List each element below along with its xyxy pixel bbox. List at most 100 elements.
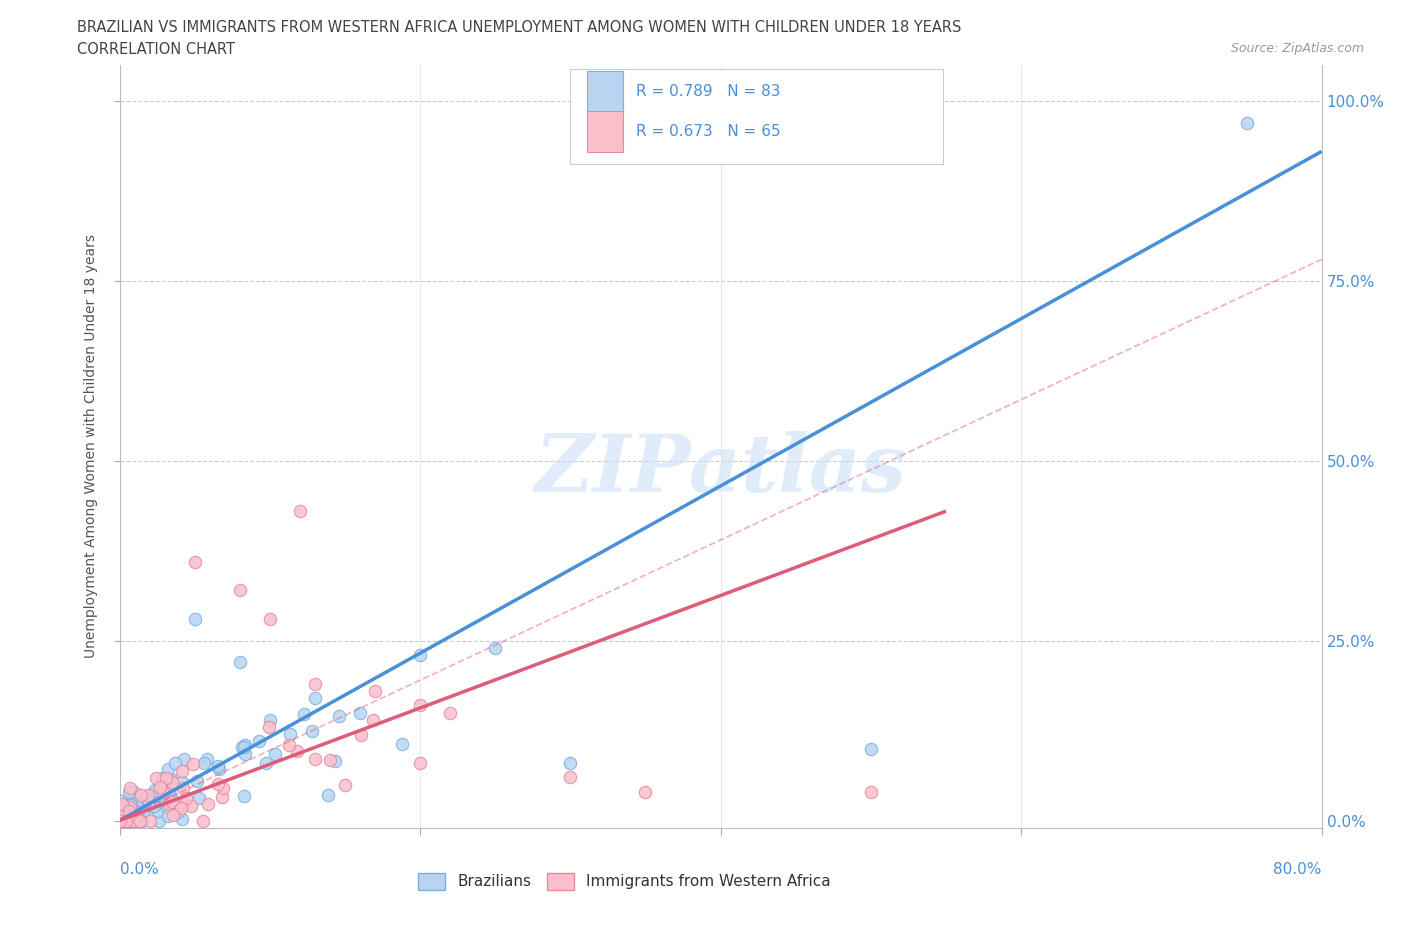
Point bbox=[160, 794, 183, 809]
Point bbox=[169, 797, 191, 812]
Point bbox=[132, 801, 155, 816]
Point bbox=[117, 813, 139, 828]
FancyBboxPatch shape bbox=[588, 71, 623, 113]
Point bbox=[129, 813, 152, 828]
Point bbox=[145, 770, 167, 785]
Point bbox=[129, 813, 152, 828]
Point bbox=[197, 797, 219, 812]
Point bbox=[120, 813, 142, 828]
Point bbox=[129, 788, 152, 803]
Point bbox=[170, 775, 193, 790]
Point bbox=[124, 784, 146, 799]
Point bbox=[859, 741, 882, 756]
Point bbox=[316, 788, 339, 803]
Point bbox=[136, 787, 159, 802]
FancyBboxPatch shape bbox=[588, 112, 623, 153]
Point bbox=[193, 813, 215, 828]
Point bbox=[120, 798, 142, 813]
Point bbox=[121, 794, 143, 809]
Point bbox=[301, 724, 323, 738]
Point bbox=[115, 794, 138, 809]
Point bbox=[294, 707, 316, 722]
Point bbox=[484, 641, 506, 656]
Point bbox=[560, 755, 582, 770]
Point bbox=[136, 796, 159, 811]
Point bbox=[193, 755, 215, 770]
Point bbox=[859, 784, 882, 799]
Point bbox=[183, 756, 205, 771]
Point bbox=[349, 705, 371, 720]
Point bbox=[188, 790, 211, 805]
Text: BRAZILIAN VS IMMIGRANTS FROM WESTERN AFRICA UNEMPLOYMENT AMONG WOMEN WITH CHILDR: BRAZILIAN VS IMMIGRANTS FROM WESTERN AFR… bbox=[77, 20, 962, 35]
Point bbox=[1236, 115, 1258, 130]
Point bbox=[110, 803, 132, 817]
Point bbox=[139, 813, 162, 828]
Point bbox=[180, 798, 202, 813]
Text: Source: ZipAtlas.com: Source: ZipAtlas.com bbox=[1230, 42, 1364, 55]
Point bbox=[146, 804, 169, 818]
Point bbox=[172, 794, 194, 809]
Point bbox=[110, 793, 132, 808]
Point bbox=[304, 676, 326, 691]
Point bbox=[228, 655, 252, 670]
Text: ZIPatlas: ZIPatlas bbox=[534, 431, 907, 508]
Point bbox=[208, 761, 231, 776]
Point bbox=[167, 804, 190, 819]
Point bbox=[122, 813, 145, 828]
Point bbox=[233, 737, 256, 752]
Point bbox=[169, 800, 191, 815]
Point bbox=[149, 779, 172, 794]
Point bbox=[136, 792, 159, 807]
Point bbox=[328, 709, 350, 724]
Text: CORRELATION CHART: CORRELATION CHART bbox=[77, 42, 235, 57]
Point bbox=[155, 794, 177, 809]
Point bbox=[170, 812, 193, 827]
Point bbox=[159, 773, 181, 788]
Text: R = 0.673   N = 65: R = 0.673 N = 65 bbox=[637, 125, 782, 140]
Point bbox=[183, 612, 205, 627]
Point bbox=[288, 504, 311, 519]
Point bbox=[207, 759, 229, 774]
Point bbox=[259, 612, 281, 627]
Point bbox=[173, 751, 195, 766]
Point bbox=[108, 807, 131, 822]
Point bbox=[110, 813, 132, 828]
Point bbox=[152, 785, 174, 800]
Point bbox=[110, 813, 132, 828]
Point bbox=[170, 800, 193, 815]
Point bbox=[254, 756, 277, 771]
Point bbox=[170, 764, 193, 778]
Point bbox=[560, 770, 582, 785]
Text: R = 0.789   N = 83: R = 0.789 N = 83 bbox=[637, 84, 780, 99]
Point bbox=[160, 790, 183, 804]
Point bbox=[134, 792, 156, 807]
Point bbox=[157, 784, 180, 799]
Point bbox=[259, 712, 281, 727]
Point bbox=[148, 795, 170, 810]
Point bbox=[118, 781, 141, 796]
Point bbox=[183, 554, 205, 569]
Point bbox=[157, 808, 180, 823]
Point bbox=[439, 705, 461, 720]
Legend: Brazilians, Immigrants from Western Africa: Brazilians, Immigrants from Western Afri… bbox=[412, 867, 837, 897]
Point bbox=[157, 797, 180, 812]
Point bbox=[115, 809, 138, 824]
Point bbox=[304, 691, 326, 706]
Point bbox=[124, 812, 146, 827]
Point bbox=[409, 647, 432, 662]
Point bbox=[634, 784, 657, 799]
Point bbox=[162, 808, 184, 823]
Point bbox=[135, 797, 157, 812]
Point bbox=[115, 810, 138, 825]
Point bbox=[149, 788, 172, 803]
Point bbox=[163, 755, 186, 770]
FancyBboxPatch shape bbox=[571, 69, 943, 165]
Point bbox=[138, 794, 160, 809]
Point bbox=[121, 813, 143, 828]
Point bbox=[111, 796, 134, 811]
Point bbox=[176, 790, 198, 805]
Point bbox=[156, 761, 179, 776]
Point bbox=[207, 777, 229, 791]
Point bbox=[197, 751, 219, 766]
Point bbox=[323, 754, 346, 769]
